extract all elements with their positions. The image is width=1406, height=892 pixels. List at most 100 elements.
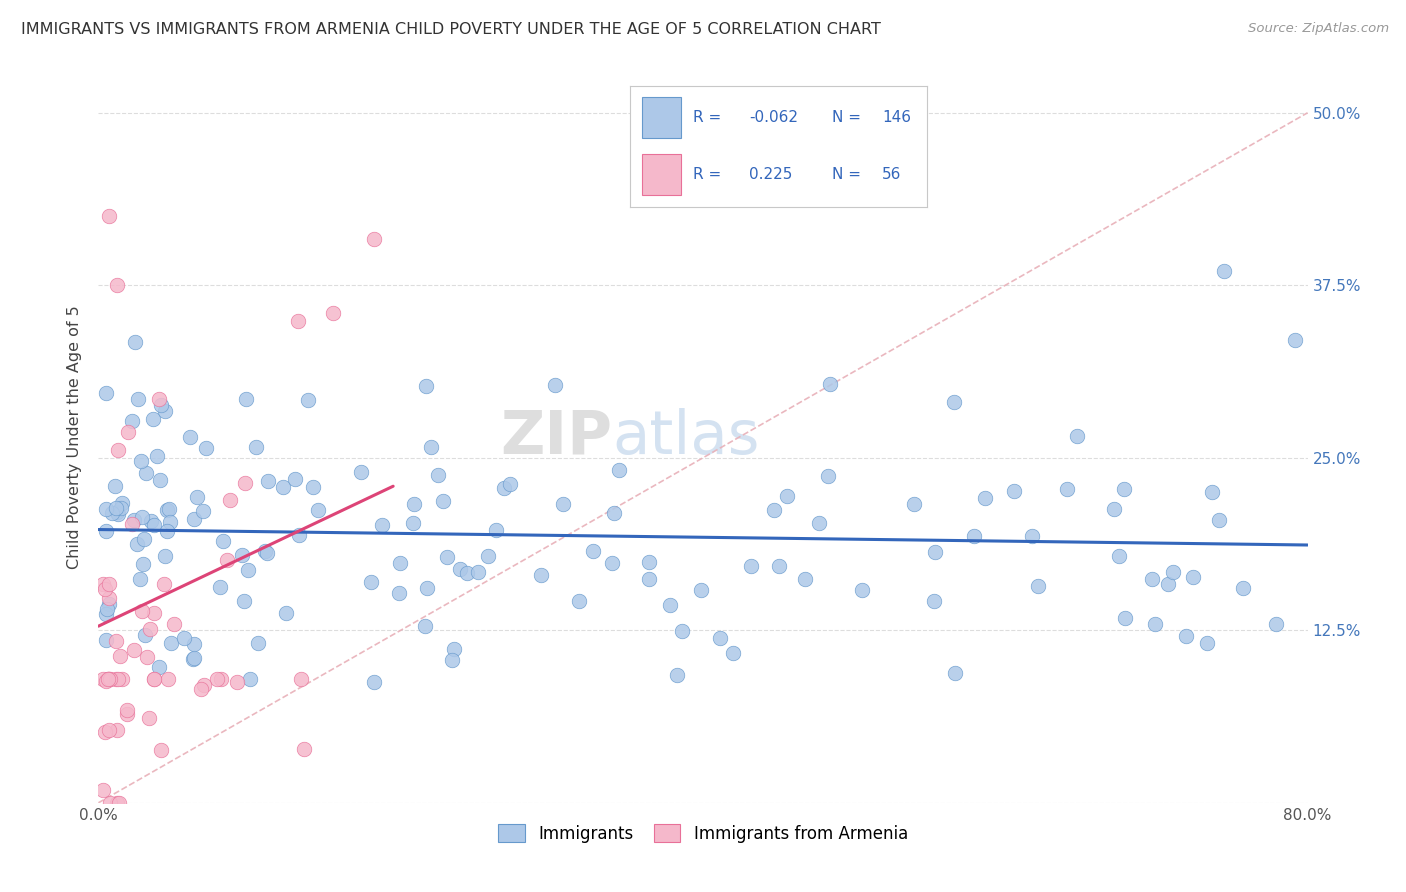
Point [98, 209, 121, 223]
Point [115, 706, 138, 721]
Point [292, 742, 315, 756]
Point [132, 532, 155, 546]
Point [104, 500, 127, 515]
Point [762, 503, 785, 517]
Point [297, 393, 319, 408]
Point [104, 478, 127, 492]
Point [121, 516, 143, 531]
Point [219, 493, 242, 508]
Point [96, 674, 118, 689]
Point [1213, 264, 1236, 278]
Point [97, 591, 120, 605]
Point [1144, 616, 1167, 631]
Point [273, 480, 295, 494]
Point [105, 796, 128, 810]
Point [307, 503, 329, 517]
Point [98, 796, 121, 810]
Point [1114, 611, 1136, 625]
Point [1056, 482, 1078, 496]
Point [1002, 483, 1025, 498]
Point [98, 672, 121, 686]
Point [142, 607, 165, 621]
Point [922, 594, 945, 608]
Point [105, 505, 128, 519]
Point [139, 622, 162, 636]
Point [94, 632, 117, 647]
Point [149, 473, 172, 487]
Point [209, 672, 232, 686]
Point [443, 642, 465, 657]
Point [477, 549, 499, 564]
Point [363, 232, 385, 246]
Point [776, 489, 799, 503]
Point [94, 386, 117, 401]
Point [1264, 616, 1286, 631]
Point [440, 653, 463, 667]
Point [226, 675, 249, 690]
Point [246, 635, 269, 649]
Point [132, 557, 155, 571]
Point [530, 568, 553, 582]
Point [600, 556, 623, 570]
Point [449, 562, 471, 576]
Point [91, 576, 114, 591]
Point [851, 582, 873, 597]
Point [212, 534, 235, 549]
Point [768, 559, 790, 574]
Point [153, 577, 176, 591]
Point [127, 392, 149, 407]
Point [1284, 334, 1306, 348]
Point [1102, 501, 1125, 516]
Point [193, 678, 215, 692]
Point [217, 553, 239, 567]
Point [253, 543, 276, 558]
Point [191, 504, 214, 518]
Point [100, 672, 122, 686]
Point [287, 528, 309, 542]
Point [1208, 513, 1230, 527]
Point [139, 514, 162, 528]
Point [427, 467, 450, 482]
Point [807, 516, 830, 530]
Point [1156, 576, 1178, 591]
Point [371, 517, 394, 532]
Point [149, 742, 172, 756]
Point [98, 723, 121, 738]
Point [105, 278, 128, 293]
Point [111, 496, 134, 510]
Text: Source: ZipAtlas.com: Source: ZipAtlas.com [1249, 22, 1389, 36]
Point [943, 666, 966, 681]
Point [179, 430, 201, 444]
Point [235, 392, 257, 406]
Point [108, 796, 131, 810]
Point [740, 558, 762, 573]
Point [1114, 482, 1136, 496]
Point [903, 497, 925, 511]
Point [101, 507, 124, 521]
Point [122, 513, 145, 527]
Point [436, 549, 458, 564]
Point [97, 672, 120, 686]
Point [582, 543, 605, 558]
Point [124, 335, 146, 350]
Point [963, 529, 986, 543]
Point [94, 502, 117, 516]
Point [156, 524, 179, 539]
Point [125, 537, 148, 551]
Point [1232, 581, 1254, 595]
Point [208, 580, 231, 594]
Point [138, 711, 160, 725]
Point [360, 574, 382, 589]
Point [350, 465, 373, 479]
Point [142, 411, 165, 425]
Point [1161, 566, 1184, 580]
Point [817, 468, 839, 483]
Point [129, 572, 152, 586]
Point [1140, 572, 1163, 586]
Point [136, 650, 159, 665]
Point [97, 672, 120, 686]
Point [163, 617, 186, 632]
Point [148, 659, 170, 673]
Point [637, 572, 659, 586]
Point [973, 491, 995, 505]
